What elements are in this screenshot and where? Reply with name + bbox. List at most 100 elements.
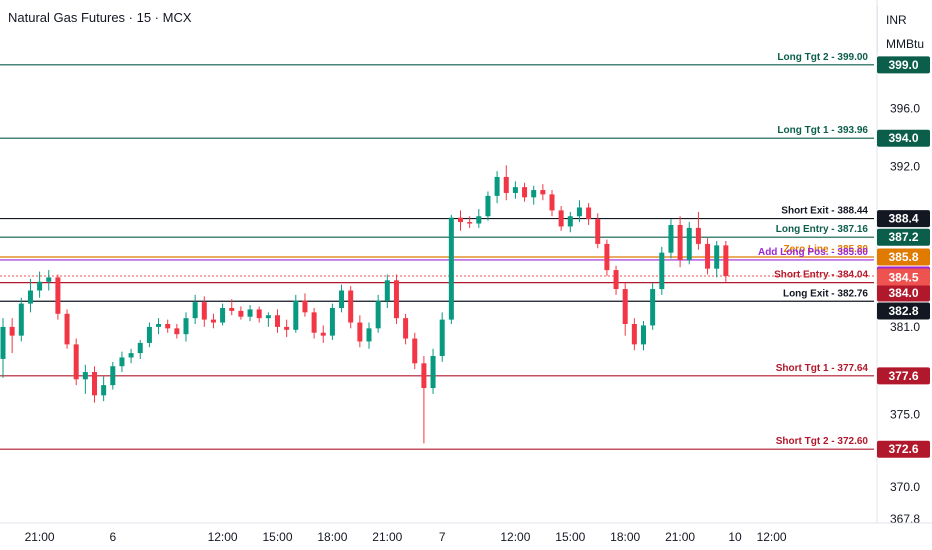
candle-body [568, 216, 573, 226]
candle-body [604, 244, 609, 270]
candle-body [65, 314, 70, 345]
level-price-tag-label: 385.8 [888, 250, 918, 264]
unit-label[interactable]: MMBtu [886, 37, 924, 51]
candle-body [1, 327, 6, 359]
candle-body [485, 196, 490, 216]
candle-body [705, 244, 710, 269]
level-price-tag-label: 399.0 [888, 58, 918, 72]
candle-body [37, 282, 42, 291]
level-label: Long Exit - 382.76 [783, 288, 868, 299]
candle-body [284, 327, 289, 330]
level-label: Short Tgt 2 - 372.60 [776, 436, 869, 447]
candle-body [119, 357, 124, 366]
candle-body [193, 302, 198, 318]
level-label: Long Tgt 1 - 393.96 [777, 125, 868, 136]
chart-title: Natural Gas Futures · 15 · MCX [8, 10, 192, 25]
candle-body [449, 218, 454, 320]
candle-body [476, 216, 481, 223]
candle-body [723, 245, 728, 276]
time-tick-label: 18:00 [610, 530, 640, 544]
time-tick-label: 21:00 [25, 530, 55, 544]
candle-body [266, 315, 271, 318]
price-tick-label: 367.8 [890, 512, 920, 526]
candle-body [302, 301, 307, 313]
candle-body [614, 270, 619, 289]
candle-body [238, 311, 243, 317]
candles [1, 165, 729, 443]
candle-body [687, 228, 692, 260]
candle-body [257, 309, 262, 318]
candle-body [156, 324, 161, 327]
candle-body [229, 308, 234, 311]
price-tick-label: 392.0 [890, 160, 920, 174]
level-price-tag-label: 377.6 [888, 369, 918, 383]
candle-body [421, 363, 426, 388]
candle-body [211, 320, 216, 323]
time-tick-label: 15:00 [555, 530, 585, 544]
candle-body [19, 304, 24, 336]
candle-body [147, 327, 152, 343]
candle-body [55, 277, 60, 313]
candle-body [83, 372, 88, 379]
last-price-tag-label: 384.5 [888, 270, 918, 284]
currency-label[interactable]: INR [886, 13, 907, 27]
level-price-tag-label: 372.6 [888, 442, 918, 456]
candle-body [394, 280, 399, 318]
candle-body [184, 318, 189, 334]
price-tick-label: 381.0 [890, 320, 920, 334]
candle-body [632, 324, 637, 344]
candle-body [165, 324, 170, 328]
candle-body [28, 291, 33, 304]
candle-body [74, 344, 79, 379]
level-label: Long Entry - 387.16 [776, 224, 869, 235]
candle-body [403, 318, 408, 338]
candle-body [101, 385, 106, 395]
candle-body [330, 308, 335, 336]
time-tick-label: 21:00 [665, 530, 695, 544]
level-label: Short Entry - 384.04 [774, 270, 868, 281]
candle-body [202, 302, 207, 319]
level-lines: Long Tgt 2 - 399.00 Long Tgt 1 - 393.96 Sh… [0, 52, 874, 449]
candle-body [367, 328, 372, 341]
candle-body [275, 315, 280, 327]
candle-body [293, 301, 298, 330]
candle-body [312, 312, 317, 332]
price-axis[interactable]: 396.0 392.0 381.0 375.0 370.0 367.8 399.0 394.0… [877, 0, 930, 526]
level-label: Add Long Pos. - 385.60 [758, 247, 868, 258]
candle-body [550, 194, 555, 210]
candle-body [678, 225, 683, 260]
time-tick-label: 10 [728, 530, 742, 544]
time-tick-label: 6 [109, 530, 116, 544]
candle-body [659, 253, 664, 289]
candle-body [595, 219, 600, 244]
candle-body [385, 280, 390, 300]
time-tick-label: 7 [439, 530, 446, 544]
time-tick-label: 21:00 [372, 530, 402, 544]
level-price-tag-label: 387.2 [888, 230, 918, 244]
candle-body [531, 190, 536, 197]
candle-body [110, 366, 115, 385]
time-axis[interactable]: 21:00 6 12:00 15:00 18:00 21:00 7 12:00 15:00 18:… [0, 523, 932, 544]
candle-body [348, 291, 353, 323]
level-price-tag-label: 384.0 [888, 286, 918, 300]
time-tick-label: 12:00 [208, 530, 238, 544]
price-tick-label: 370.0 [890, 480, 920, 494]
candle-body [577, 208, 582, 217]
candle-body [357, 323, 362, 342]
candle-body [220, 308, 225, 323]
candle-body [522, 187, 527, 197]
candle-body [10, 327, 15, 336]
time-tick-label: 12:00 [757, 530, 787, 544]
time-tick-label: 15:00 [262, 530, 292, 544]
candle-body [696, 228, 701, 244]
time-tick-label: 18:00 [317, 530, 347, 544]
price-tick-label: 396.0 [890, 102, 920, 116]
level-price-tag-label: 382.8 [888, 304, 918, 318]
time-tick-label: 12:00 [500, 530, 530, 544]
candle-body [495, 177, 500, 196]
candle-body [467, 222, 472, 223]
candle-body [714, 245, 719, 268]
level-label: Long Tgt 2 - 399.00 [777, 52, 868, 63]
candle-body [668, 225, 673, 253]
